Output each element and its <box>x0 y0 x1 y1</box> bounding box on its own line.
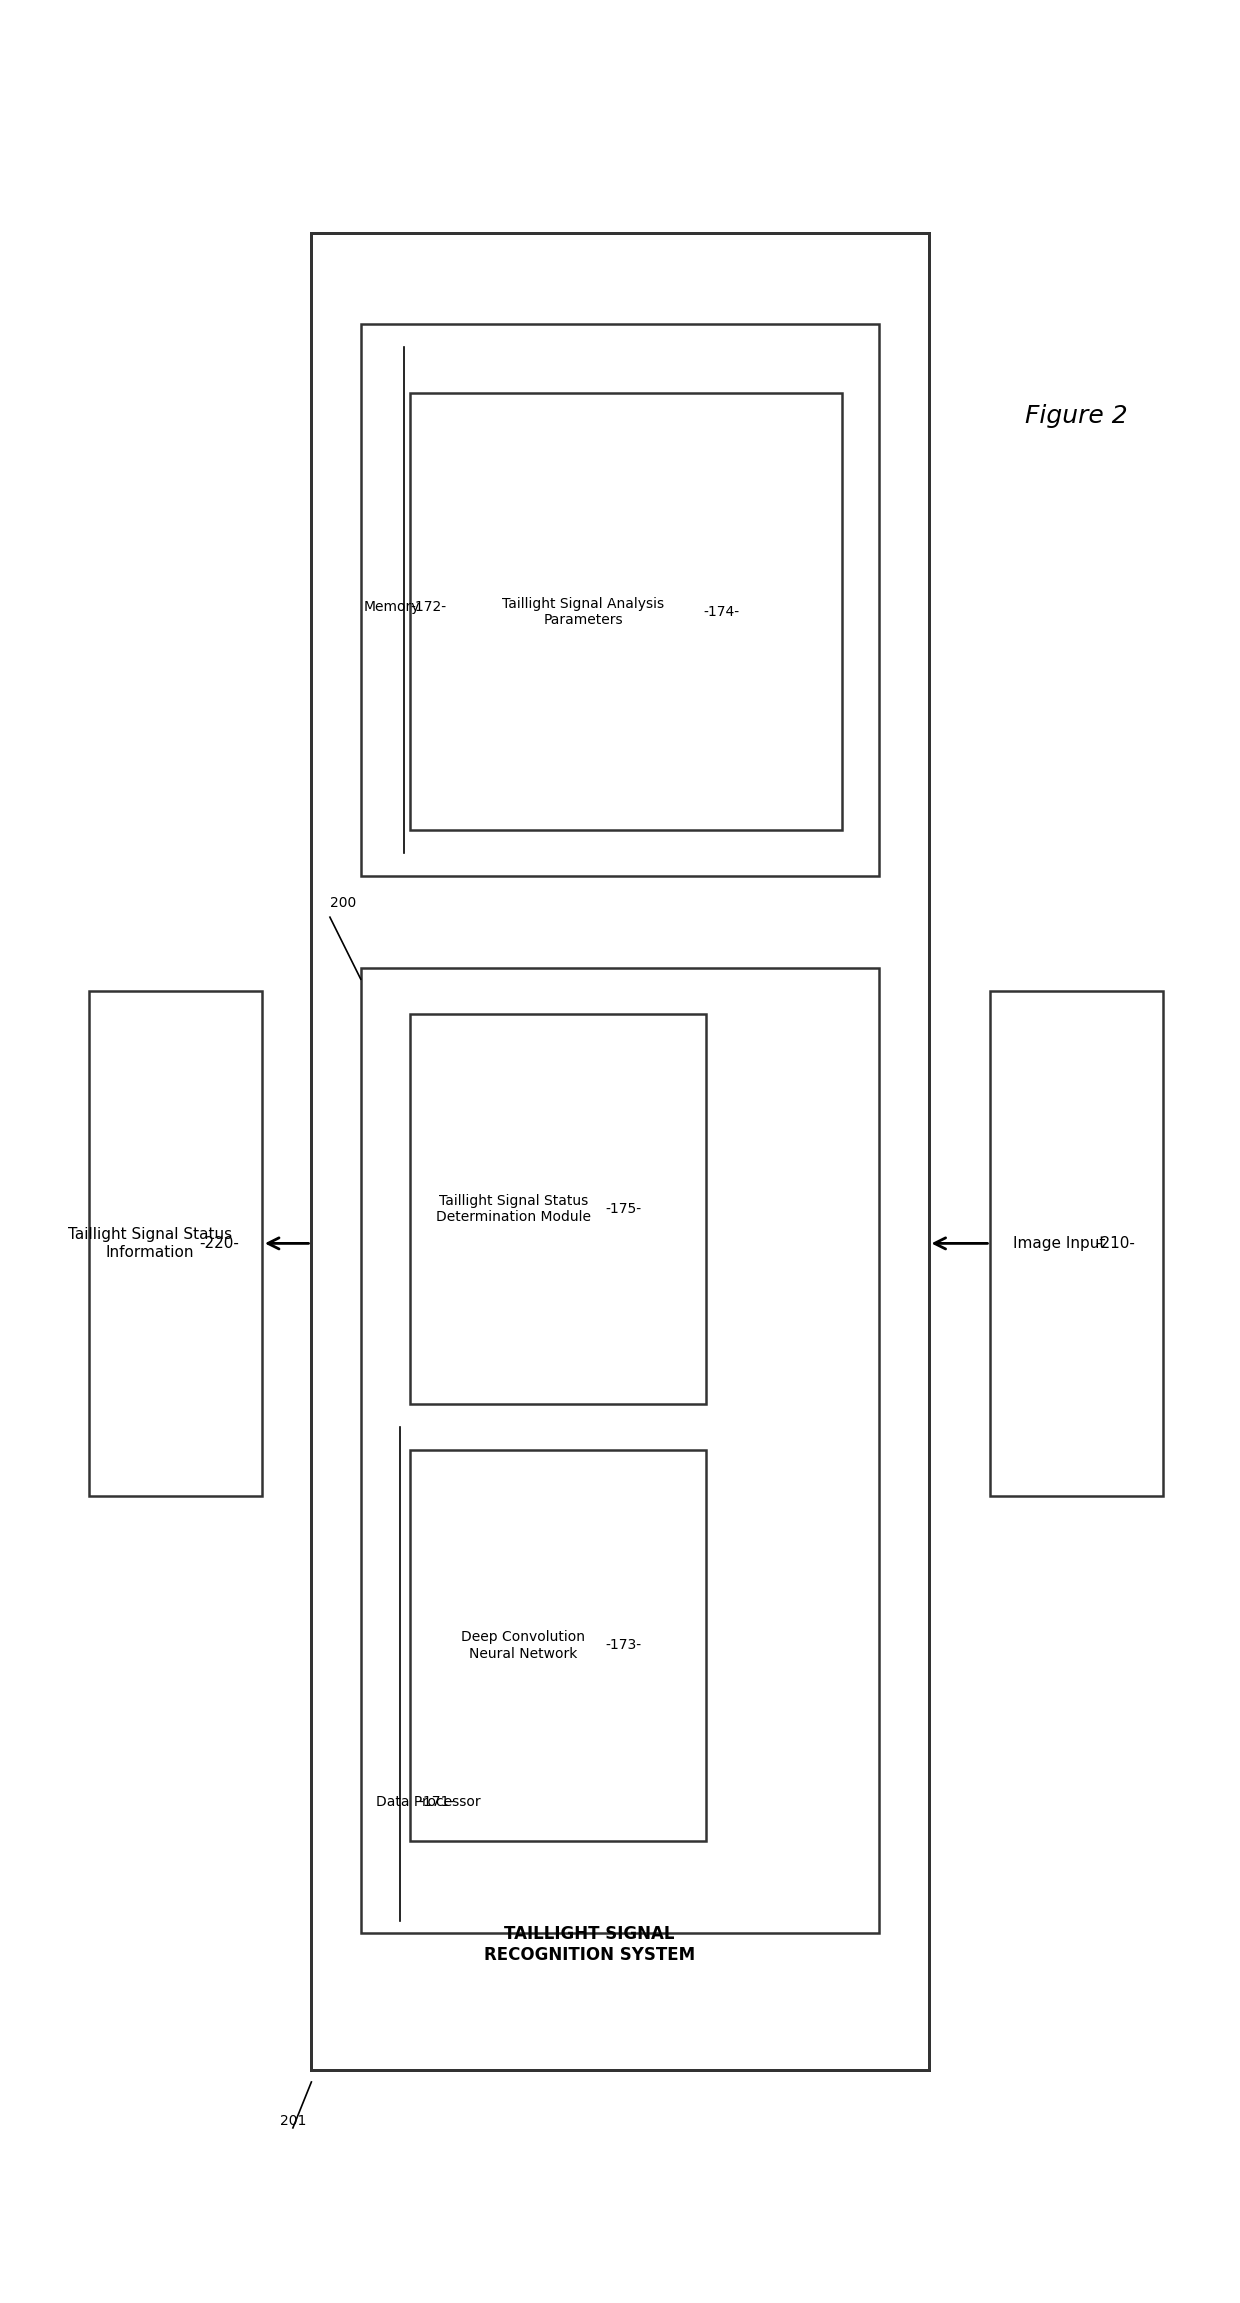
Bar <box>361 967 879 1932</box>
Bar <box>410 1013 707 1405</box>
Text: Taillight Signal Status
Information: Taillight Signal Status Information <box>68 1227 232 1260</box>
Text: Data Processor: Data Processor <box>376 1794 480 1808</box>
Bar <box>89 990 262 1497</box>
Bar <box>361 325 879 875</box>
Bar <box>410 1451 707 1840</box>
Text: -175-: -175- <box>605 1202 641 1216</box>
Text: -174-: -174- <box>703 606 739 620</box>
Text: -173-: -173- <box>605 1637 641 1654</box>
Text: Taillight Signal Analysis
Parameters: Taillight Signal Analysis Parameters <box>502 596 665 626</box>
Text: 200: 200 <box>330 896 356 910</box>
Bar <box>991 990 1163 1497</box>
Text: -210-: -210- <box>1095 1237 1135 1251</box>
Text: TAILLIGHT SIGNAL
RECOGNITION SYSTEM: TAILLIGHT SIGNAL RECOGNITION SYSTEM <box>484 1925 694 1964</box>
Text: -220-: -220- <box>198 1237 239 1251</box>
Text: Figure 2: Figure 2 <box>1025 405 1128 428</box>
Text: Taillight Signal Status
Determination Module: Taillight Signal Status Determination Mo… <box>436 1193 591 1223</box>
Text: Memory: Memory <box>363 601 420 615</box>
Text: Deep Convolution
Neural Network: Deep Convolution Neural Network <box>461 1631 585 1660</box>
Bar <box>410 394 842 829</box>
Bar <box>311 233 929 2070</box>
Text: 201: 201 <box>280 2114 306 2128</box>
Text: -172-: -172- <box>410 601 446 615</box>
Text: Image Input: Image Input <box>1013 1237 1106 1251</box>
Text: -171-: -171- <box>419 1794 455 1808</box>
